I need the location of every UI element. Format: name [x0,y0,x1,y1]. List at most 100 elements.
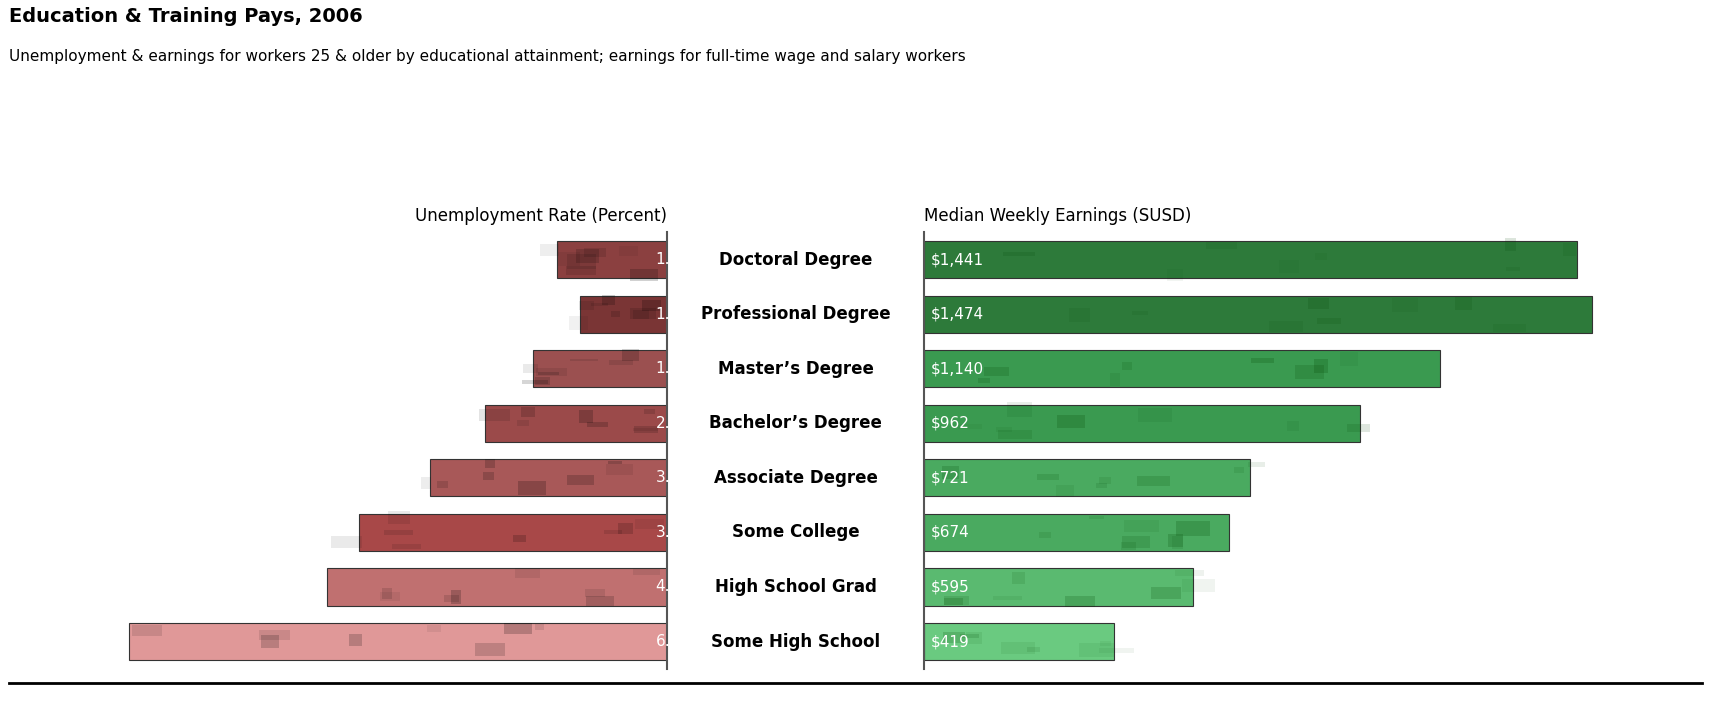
Bar [260,635,279,648]
Text: Unemployment Rate (Percent): Unemployment Rate (Percent) [416,207,667,225]
Bar [518,481,546,495]
Bar [532,350,667,387]
Bar [1122,362,1133,370]
Bar [382,588,392,598]
Bar [520,407,536,417]
Bar [130,623,667,660]
Bar [1278,260,1299,273]
Bar [1097,483,1107,489]
Bar [1098,648,1134,653]
Bar [924,514,1228,551]
Text: 6.8%: 6.8% [655,634,695,649]
Bar [536,367,568,376]
Bar [359,514,667,551]
Bar [330,536,363,548]
Text: $595: $595 [931,579,970,594]
Bar [1001,643,1035,655]
Text: $1,140: $1,140 [931,361,984,376]
Bar [1152,587,1181,600]
Bar [924,459,1251,496]
Bar [609,360,633,365]
Bar [996,427,1013,432]
Text: $674: $674 [931,525,970,540]
Bar [984,367,1009,376]
Bar [585,596,614,606]
Bar [1206,242,1237,249]
Bar [1138,408,1172,422]
Bar [587,422,607,427]
Bar [924,623,1114,660]
Bar [524,364,539,373]
Bar [943,631,965,643]
Bar [578,301,594,310]
Bar [606,464,633,475]
Bar [1066,596,1095,608]
Bar [1314,253,1326,260]
Bar [486,460,494,467]
Text: 3.0%: 3.0% [655,470,695,485]
Text: $1,441: $1,441 [931,252,984,267]
Text: 1.1%: 1.1% [655,307,695,322]
Bar [607,461,621,465]
Bar [583,248,606,258]
Bar [445,595,459,602]
Bar [1340,351,1359,366]
Bar [643,409,655,414]
Bar [611,311,621,317]
Text: 1.4%: 1.4% [655,252,695,267]
Bar [522,380,548,384]
Text: 2.3%: 2.3% [655,416,695,431]
Text: $419: $419 [931,634,970,649]
Bar [1309,298,1329,309]
Bar [383,530,412,534]
Bar [1027,646,1040,652]
Bar [1124,520,1158,532]
Bar [1133,311,1148,315]
Text: Associate Degree: Associate Degree [713,469,878,487]
Bar [1136,475,1170,486]
Bar [623,349,638,361]
Bar [960,634,979,638]
Bar [428,625,441,632]
Bar [513,536,525,541]
Text: Bachelor’s Degree: Bachelor’s Degree [708,414,883,432]
Bar [1069,308,1090,322]
Text: Some High School: Some High School [712,632,879,650]
Bar [1456,297,1471,310]
Bar [483,472,494,479]
Bar [1172,536,1182,549]
Bar [1175,522,1210,536]
Bar [1251,358,1273,363]
Text: Doctoral Degree: Doctoral Degree [719,251,873,269]
Bar [1562,244,1576,256]
Bar [515,567,541,578]
Bar [1391,298,1418,313]
Bar [635,427,659,433]
Bar [566,266,597,275]
Bar [541,244,559,256]
Bar [388,510,411,524]
Text: Master’s Degree: Master’s Degree [717,360,874,378]
Bar [1013,572,1025,584]
Bar [1080,643,1114,657]
Bar [476,643,505,656]
Bar [604,530,621,534]
Bar [998,429,1032,439]
Bar [429,459,667,496]
Bar [1175,570,1205,576]
Text: $962: $962 [931,416,970,431]
Bar [1088,516,1104,520]
Bar [1270,322,1304,332]
Bar [570,316,589,330]
Bar [633,429,659,432]
Bar [578,410,594,423]
Bar [566,254,595,269]
Bar [619,246,638,256]
Bar [349,634,363,646]
Bar [537,372,559,375]
Bar [592,303,607,306]
Bar [536,377,551,385]
Bar [924,241,1576,278]
Bar [630,308,655,319]
Bar [958,424,982,429]
